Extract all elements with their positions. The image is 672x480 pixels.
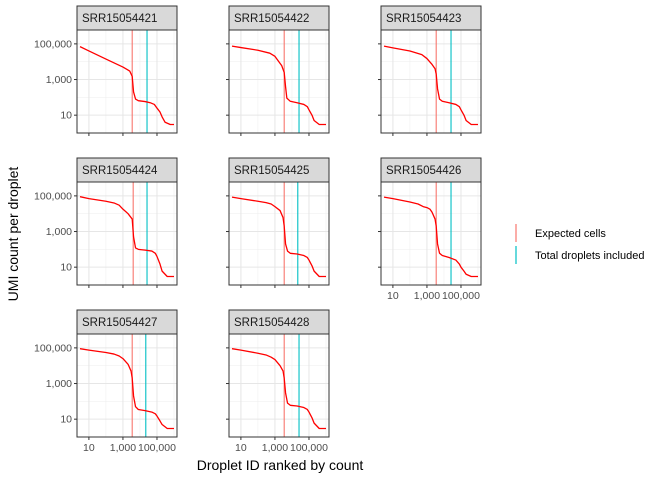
x-tick-label: 10 — [83, 442, 95, 454]
facet-strip-label: SRR15054427 — [82, 317, 157, 329]
panel-border — [76, 29, 178, 134]
facet-panel-SRR15054421: SRR15054421 10 1,000 100,000 — [34, 5, 178, 136]
x-tick-label: 1,000 — [262, 442, 288, 454]
knee-curve — [231, 348, 326, 430]
panel-background — [77, 30, 177, 133]
panel-border — [76, 181, 178, 286]
legend: Expected cells Total droplets included — [515, 224, 644, 264]
x-tick-label: 100,000 — [442, 290, 480, 302]
facet-strip — [228, 157, 330, 183]
panel-border — [380, 29, 482, 134]
gridlines — [77, 30, 177, 133]
panel-background — [77, 334, 177, 437]
panel-border — [380, 181, 482, 286]
gridlines — [229, 30, 329, 133]
x-axis-title: Droplet ID ranked by count — [197, 457, 364, 473]
x-tick-label: 1,000 — [110, 442, 136, 454]
y-tick-label: 1,000 — [46, 74, 72, 86]
facet-strip-label: SRR15054421 — [82, 13, 157, 25]
facet-strip — [76, 157, 178, 183]
legend-label-total-droplets: Total droplets included — [535, 250, 644, 262]
gridlines — [229, 182, 329, 285]
y-tick-label: 1,000 — [46, 378, 72, 390]
facet-panel-SRR15054424: SRR15054424 10 1,000 100,000 — [34, 157, 178, 288]
y-tick-label: 100,000 — [34, 38, 72, 50]
y-tick-label: 100,000 — [34, 342, 72, 354]
panel-border — [228, 333, 330, 438]
facet-strip-label: SRR15054425 — [234, 165, 309, 177]
panel-border — [228, 181, 330, 286]
x-tick-label: 100,000 — [290, 442, 328, 454]
panel-border — [228, 29, 330, 134]
x-tick-label: 100,000 — [138, 442, 176, 454]
facet-strip-label: SRR15054423 — [386, 13, 461, 25]
facet-strip-label: SRR15054424 — [82, 165, 158, 177]
y-tick-label: 10 — [60, 262, 72, 274]
y-tick-label: 10 — [60, 414, 72, 426]
facet-strip-label: SRR15054426 — [386, 165, 461, 177]
panel-background — [381, 30, 481, 133]
y-tick-label: 10 — [60, 110, 72, 122]
x-tick-label: 10 — [235, 442, 247, 454]
knee-curve — [79, 348, 174, 430]
gridlines — [381, 30, 481, 133]
panel-background — [381, 182, 481, 285]
x-tick-label: 1,000 — [414, 290, 440, 302]
facet-panel-SRR15054423: SRR15054423 — [378, 5, 482, 136]
panel-background — [229, 30, 329, 133]
facet-strip — [76, 5, 178, 31]
y-tick-label: 100,000 — [34, 190, 72, 202]
y-tick-label: 1,000 — [46, 226, 72, 238]
knee-curve — [79, 196, 174, 278]
legend-label-expected-cells: Expected cells — [535, 228, 606, 240]
facet-panel-SRR15054426: SRR15054426 10 1,000 100,000 — [378, 157, 482, 302]
facet-panel-SRR15054428: SRR15054428 10 1,000 100,000 — [226, 309, 330, 454]
knee-curve — [383, 45, 478, 126]
knee-curve — [79, 46, 174, 126]
gridlines — [77, 334, 177, 437]
facet-strip — [380, 157, 482, 183]
knee-curve — [231, 196, 326, 278]
facet-panel-SRR15054422: SRR15054422 — [226, 5, 330, 136]
facet-strip — [228, 5, 330, 31]
y-axis-title: UMI count per droplet — [5, 167, 21, 302]
facet-strip — [380, 5, 482, 31]
x-tick-label: 10 — [387, 290, 399, 302]
knee-curve — [231, 45, 326, 126]
knee-curve — [383, 196, 478, 278]
facet-strip-label: SRR15054428 — [234, 317, 309, 329]
facet-strip-label: SRR15054422 — [234, 13, 309, 25]
facet-panel-SRR15054425: SRR15054425 — [226, 157, 330, 288]
facet-strip — [228, 309, 330, 335]
gridlines — [229, 334, 329, 437]
facet-strip — [76, 309, 178, 335]
panel-border — [76, 333, 178, 438]
